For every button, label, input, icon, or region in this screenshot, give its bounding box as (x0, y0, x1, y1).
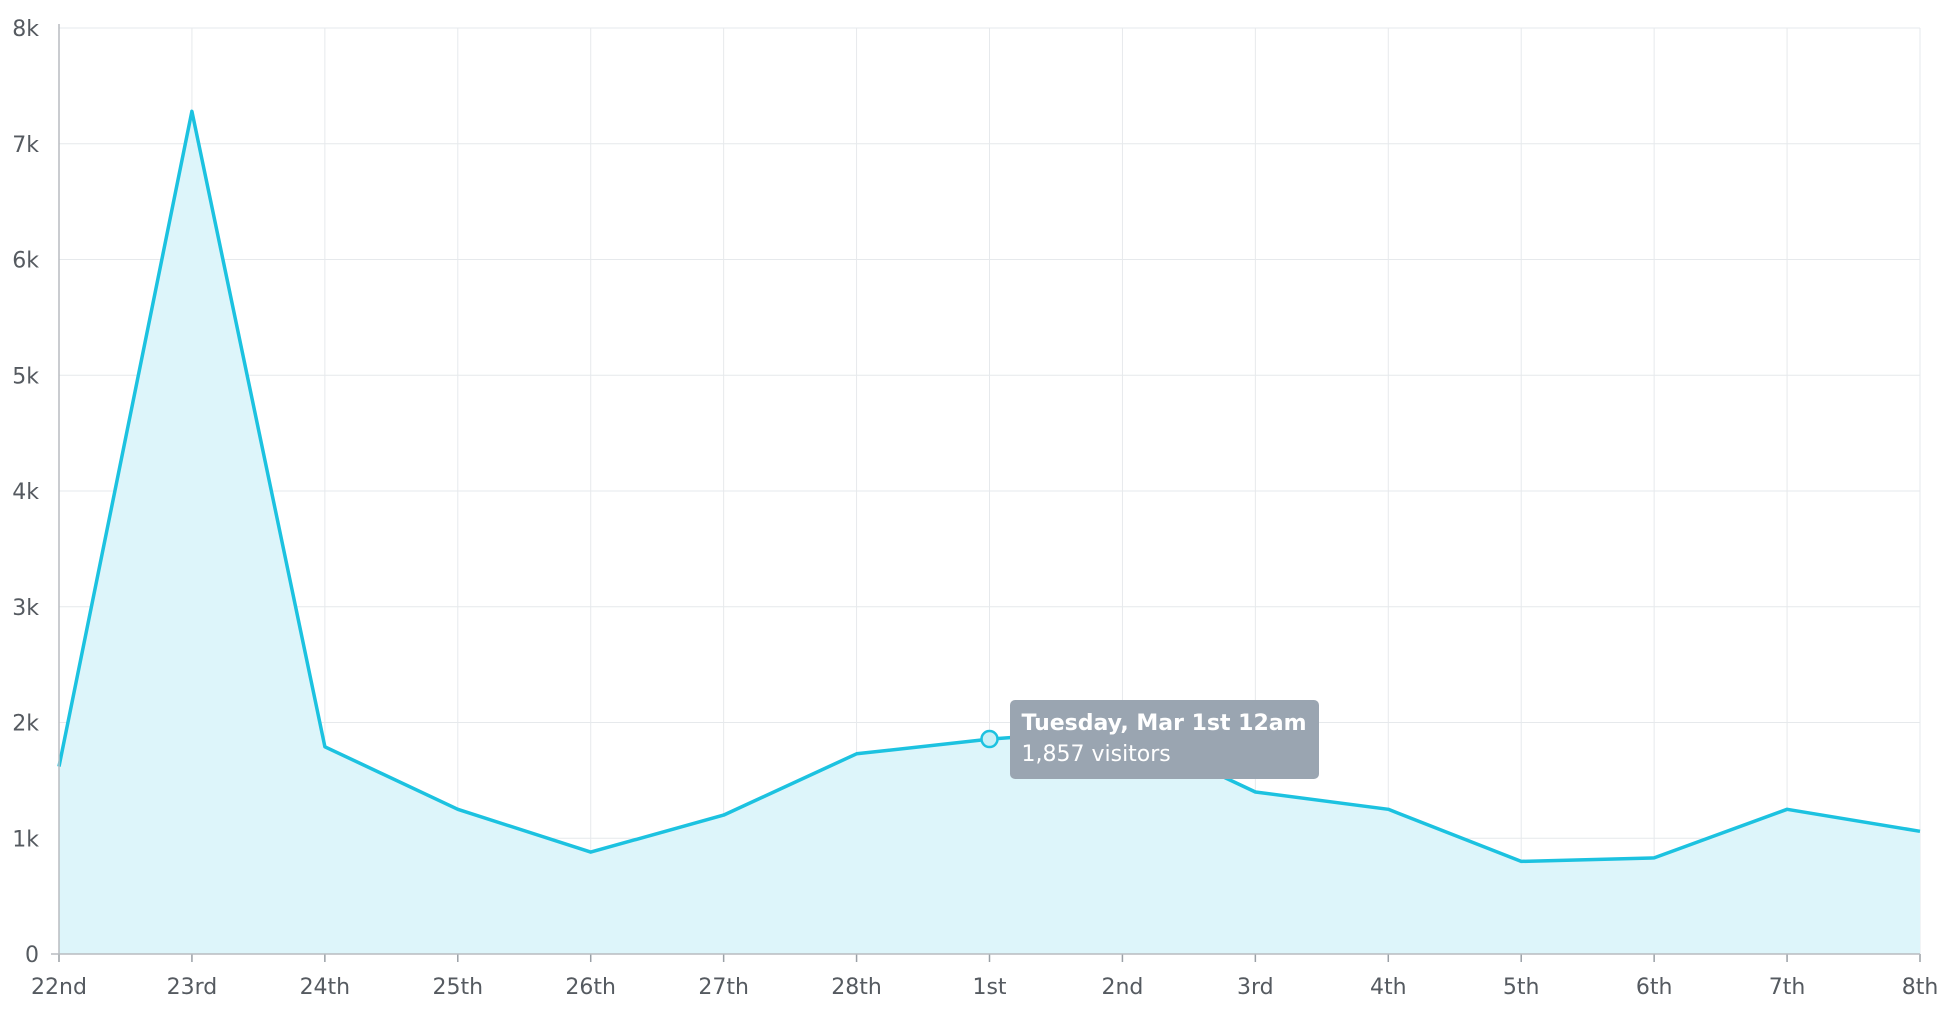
x-tick-label: 5th (1503, 975, 1540, 1000)
y-tick-label: 3k (12, 596, 39, 621)
y-tick-label: 8k (12, 17, 39, 42)
x-axis-labels: 22nd 23rd 24th 25th 26th 27th 28th 1st 2nd 3rd 4th… (31, 975, 1938, 1000)
x-tick-label: 1st (972, 975, 1006, 1000)
chart-tooltip: Tuesday, Mar 1st 12am 1,857 visitors (1009, 700, 1319, 780)
hover-point (980, 729, 999, 749)
y-tick-label: 4k (12, 480, 39, 505)
x-tick-label: 25th (432, 975, 483, 1000)
x-tick-label: 4th (1370, 975, 1407, 1000)
x-tick-label: 22nd (31, 975, 87, 1000)
y-tick-label: 5k (12, 364, 39, 389)
tooltip-title: Tuesday, Mar 1st 12am (1021, 711, 1307, 737)
x-tick-label: 28th (831, 975, 882, 1000)
x-tick-label: 24th (300, 975, 351, 1000)
x-tick-label: 6th (1636, 975, 1673, 1000)
x-tick-label: 8th (1902, 975, 1939, 1000)
x-tick-label: 26th (565, 975, 616, 1000)
y-tick-label: 0 (25, 943, 39, 968)
y-tick-label: 6k (12, 249, 39, 274)
tooltip-value: 1,857 visitors (1021, 742, 1171, 768)
y-tick-label: 1k (12, 827, 39, 852)
x-tick-label: 3rd (1237, 975, 1274, 1000)
y-tick-label: 7k (12, 133, 39, 158)
y-axis-labels: 0 1k 2k 3k 4k 5k 6k 7k 8k (12, 17, 39, 968)
x-tick-label: 7th (1769, 975, 1806, 1000)
axes (51, 24, 1921, 962)
x-tick-label: 2nd (1101, 975, 1143, 1000)
x-tick-label: 23rd (167, 975, 218, 1000)
y-tick-label: 2k (12, 712, 39, 737)
series-area (59, 111, 1920, 955)
x-tick-label: 27th (698, 975, 749, 1000)
hover-marker-layer (980, 729, 999, 749)
